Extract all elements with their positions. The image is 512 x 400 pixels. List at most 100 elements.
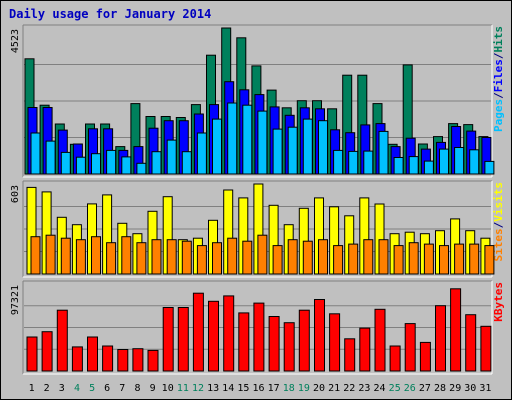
legend-label: Hits xyxy=(492,26,505,53)
x-tick-label: 23 xyxy=(358,383,370,394)
bar-sites-day-1 xyxy=(30,236,41,275)
bar-sites-day-13 xyxy=(212,242,222,275)
x-tick-label: 5 xyxy=(89,383,95,394)
bar-kbytes-day-20 xyxy=(314,299,325,372)
bar-pages-day-17 xyxy=(272,128,283,175)
bar-sites-day-29 xyxy=(454,243,465,275)
bar-pages-day-28 xyxy=(439,148,449,175)
bar-kbytes-day-18 xyxy=(283,322,295,372)
bar-sites-day-3 xyxy=(60,237,71,275)
x-tick-label: 7 xyxy=(119,383,125,394)
bar-kbytes-day-25 xyxy=(389,345,401,372)
legend-label: / xyxy=(492,221,505,228)
x-tick-label: 1 xyxy=(29,383,35,394)
bar-pages-day-18 xyxy=(287,126,298,175)
bar-pages-day-13 xyxy=(212,118,222,175)
x-tick-label: 28 xyxy=(434,383,446,394)
x-tick-label: 22 xyxy=(343,383,355,394)
bar-kbytes-day-10 xyxy=(162,307,174,372)
y-max-label: 97321 xyxy=(10,285,21,315)
bar-kbytes-day-1 xyxy=(26,336,38,372)
x-tick-label: 11 xyxy=(177,383,189,394)
bar-sites-day-24 xyxy=(378,239,389,275)
bar-kbytes-day-29 xyxy=(450,288,462,372)
bar-kbytes-day-19 xyxy=(298,309,310,372)
bar-sites-day-15 xyxy=(242,240,253,275)
bar-pages-day-23 xyxy=(363,150,374,175)
bar-sites-day-11 xyxy=(181,240,192,275)
bar-sites-day-28 xyxy=(439,245,449,275)
bar-kbytes-day-16 xyxy=(253,302,265,372)
bar-sites-day-23 xyxy=(363,239,374,275)
bar-kbytes-day-11 xyxy=(177,307,189,372)
bar-kbytes-day-17 xyxy=(268,316,280,372)
bar-kbytes-day-21 xyxy=(329,313,341,372)
bar-pages-day-26 xyxy=(408,156,419,175)
bar-sites-day-16 xyxy=(257,234,268,275)
bar-pages-day-29 xyxy=(454,147,465,175)
bar-sites-day-19 xyxy=(302,240,313,275)
bar-kbytes-day-7 xyxy=(117,349,129,372)
x-tick-label: 17 xyxy=(268,383,280,394)
bar-kbytes-day-4 xyxy=(71,346,83,372)
bar-pages-day-15 xyxy=(242,104,253,175)
bar-pages-day-21 xyxy=(333,149,344,175)
bar-pages-day-2 xyxy=(45,140,56,175)
bar-sites-day-31 xyxy=(484,245,495,275)
bar-kbytes-day-8 xyxy=(132,348,144,372)
legend-label: / xyxy=(492,52,505,59)
bar-pages-day-6 xyxy=(106,149,117,175)
x-tick-label: 3 xyxy=(59,383,65,394)
bar-kbytes-day-24 xyxy=(374,308,386,372)
x-tick-label: 20 xyxy=(313,383,325,394)
bar-kbytes-day-27 xyxy=(419,341,431,372)
x-tick-label: 30 xyxy=(464,383,476,394)
y-max-label: 4523 xyxy=(10,29,21,53)
bar-pages-day-11 xyxy=(181,151,192,175)
x-tick-label: 18 xyxy=(283,383,295,394)
legend-label: Sites xyxy=(492,228,505,261)
x-tick-label: 6 xyxy=(104,383,110,394)
legend-label: Files xyxy=(492,59,505,92)
bar-kbytes-day-6 xyxy=(102,345,114,372)
bar-kbytes-day-28 xyxy=(435,305,446,372)
x-tick-label: 31 xyxy=(479,383,491,394)
x-tick-label: 21 xyxy=(328,383,340,394)
bar-kbytes-day-14 xyxy=(223,295,235,372)
bar-sites-day-17 xyxy=(272,245,283,275)
bar-sites-day-9 xyxy=(151,239,162,275)
bar-kbytes-day-13 xyxy=(208,300,219,372)
bar-kbytes-day-5 xyxy=(87,336,98,372)
bar-pages-day-31 xyxy=(484,160,495,175)
legend-visits_sites: Sites/Visits xyxy=(492,182,505,262)
bar-pages-day-25 xyxy=(393,157,404,175)
bar-sites-day-2 xyxy=(45,234,56,275)
bar-pages-day-9 xyxy=(151,151,162,175)
bar-pages-day-16 xyxy=(257,110,268,175)
bar-pages-day-8 xyxy=(136,162,147,175)
x-tick-label: 19 xyxy=(298,383,310,394)
bar-kbytes-day-26 xyxy=(404,323,416,372)
bar-kbytes-day-12 xyxy=(192,292,204,372)
bar-pages-day-24 xyxy=(378,130,389,175)
bar-pages-day-10 xyxy=(166,139,177,175)
x-tick-label: 25 xyxy=(389,383,401,394)
legend-hits_files_pages: Pages/Files/Hits xyxy=(492,26,505,132)
bar-kbytes-day-2 xyxy=(41,331,53,372)
bar-kbytes-day-3 xyxy=(56,309,68,372)
bar-kbytes-day-9 xyxy=(147,349,159,372)
bar-pages-day-4 xyxy=(75,156,86,175)
x-tick-label: 14 xyxy=(222,383,234,394)
x-tick-label: 15 xyxy=(237,383,249,394)
x-tick-label: 9 xyxy=(150,383,156,394)
bar-kbytes-day-30 xyxy=(465,314,477,372)
x-tick-label: 12 xyxy=(192,383,204,394)
bar-sites-day-6 xyxy=(106,242,117,275)
x-tick-label: 10 xyxy=(162,383,174,394)
legend-label: / xyxy=(492,92,505,99)
bar-sites-day-8 xyxy=(136,242,147,275)
x-tick-label: 29 xyxy=(449,383,461,394)
x-tick-label: 13 xyxy=(207,383,219,394)
legend-kbytes: KBytes xyxy=(492,282,505,322)
